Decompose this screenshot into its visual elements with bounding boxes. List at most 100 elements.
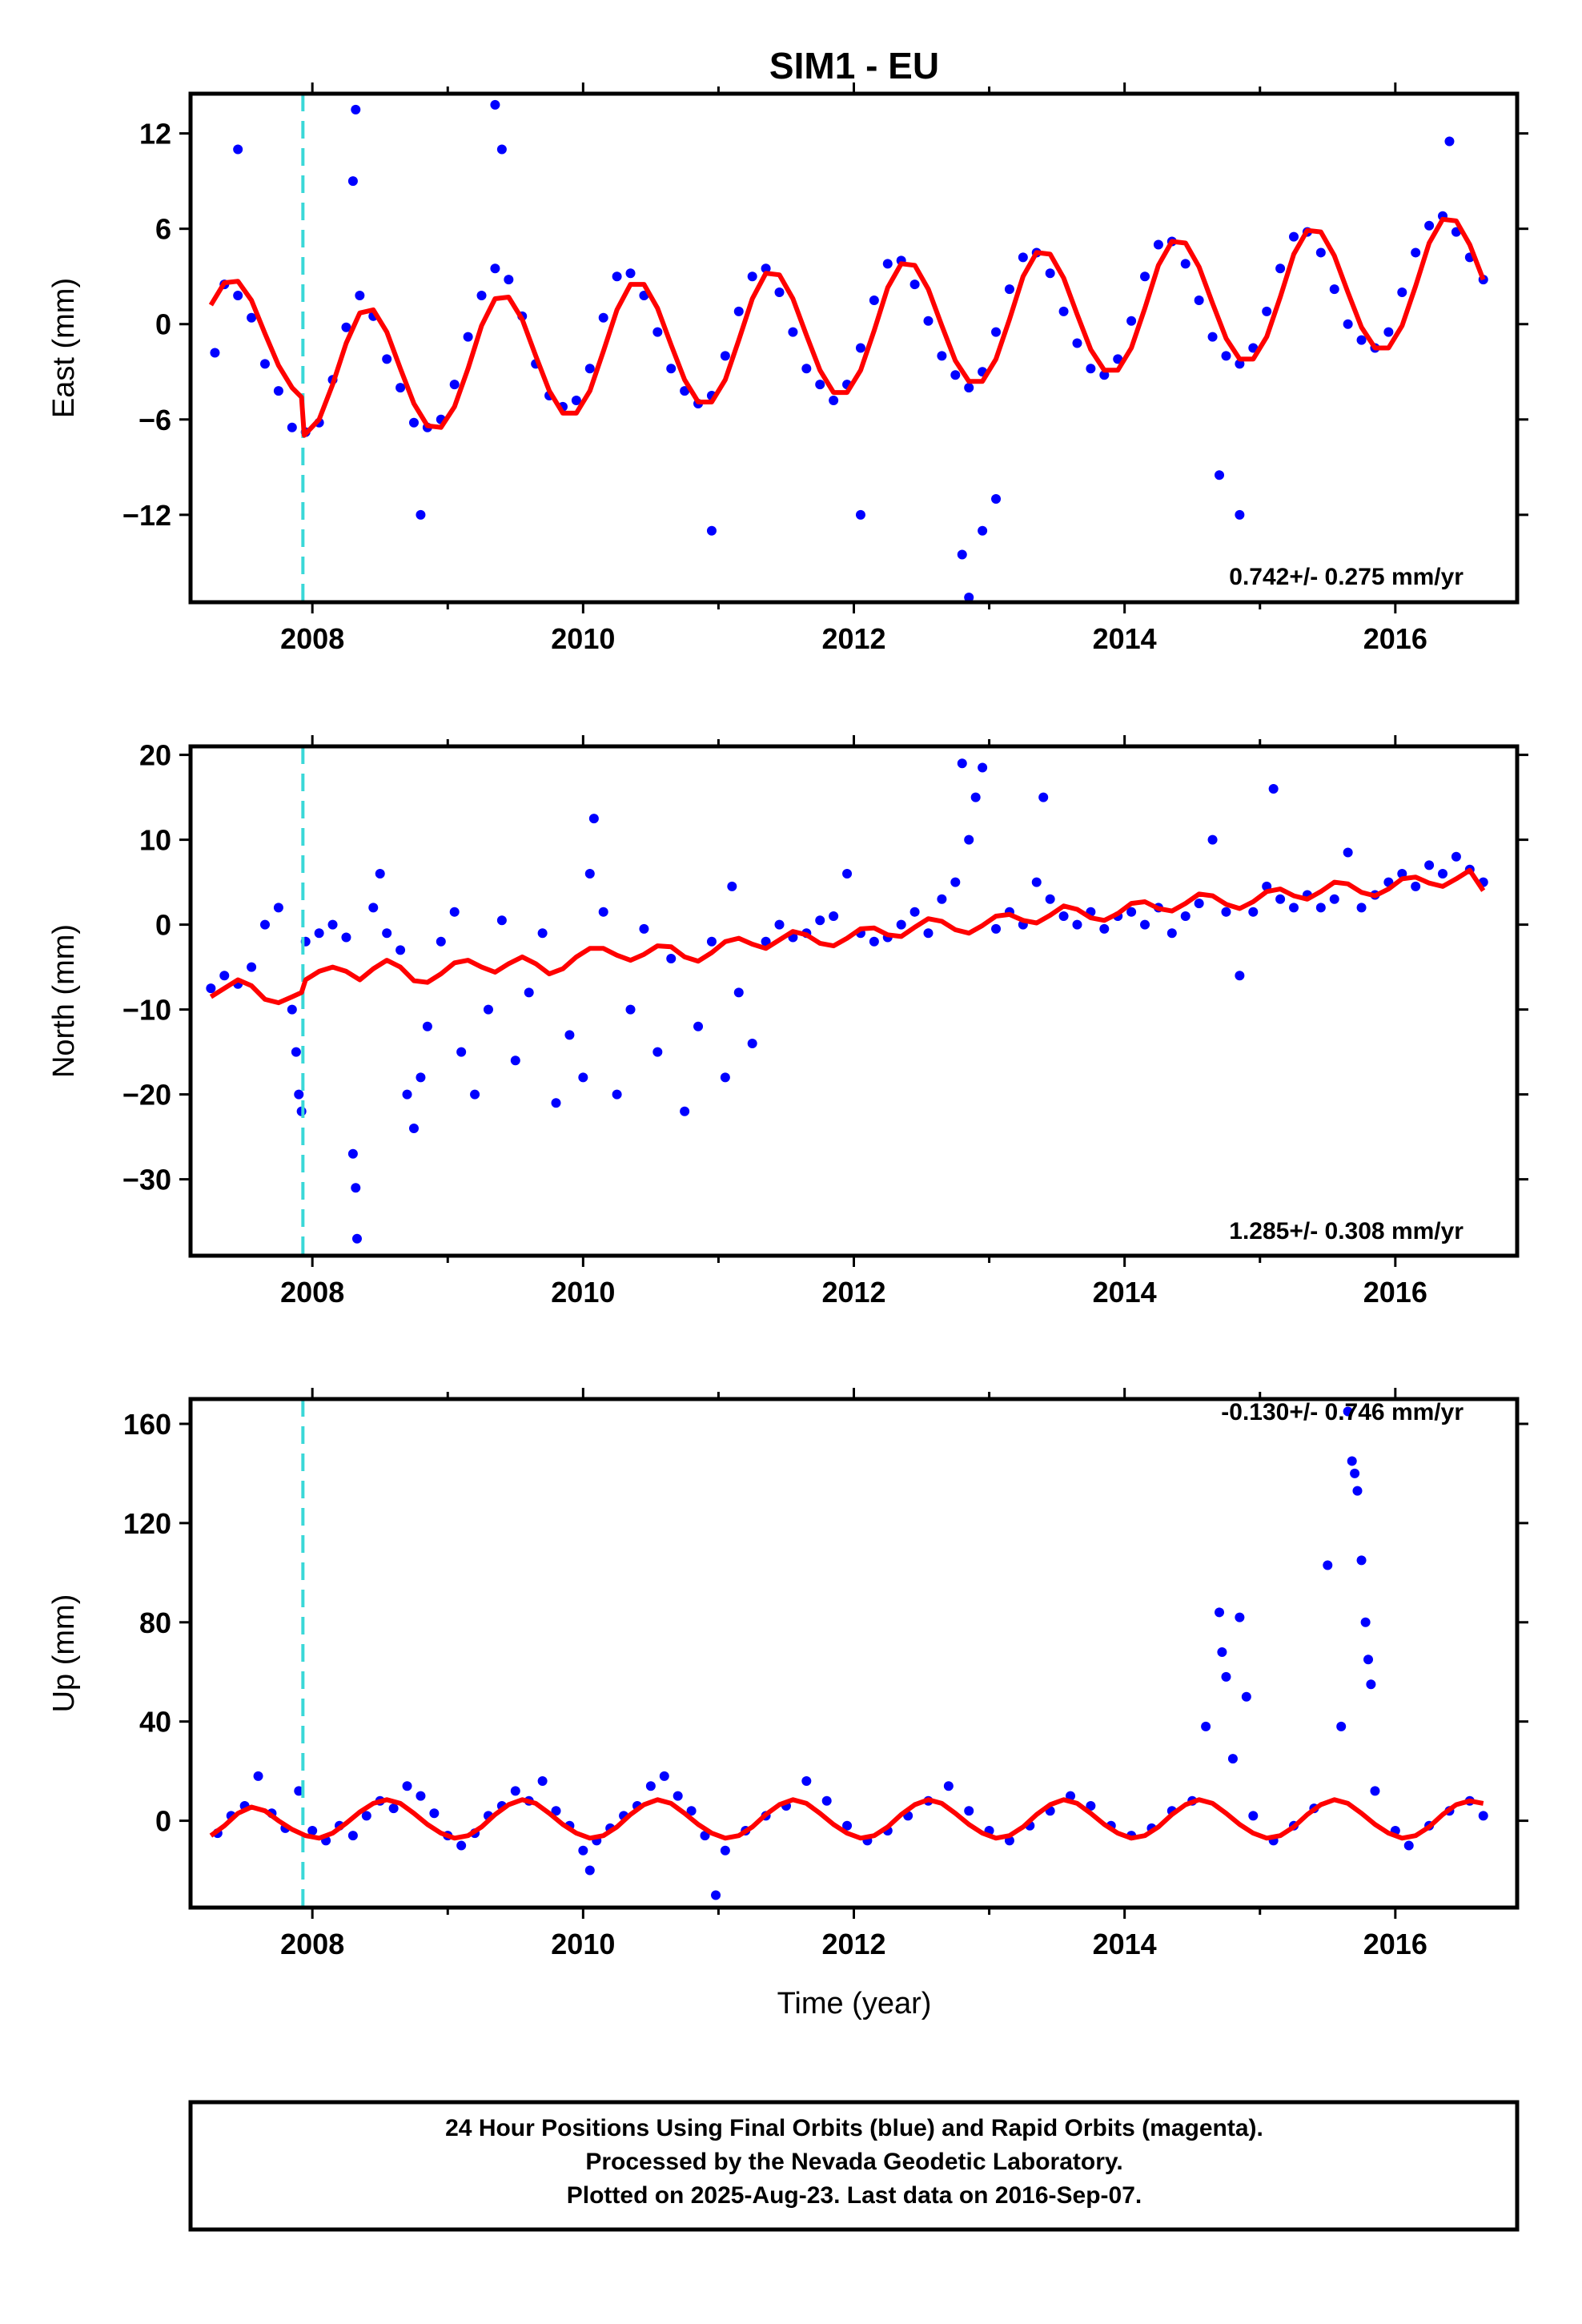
data-point xyxy=(1031,877,1042,887)
y-tick-label: 0 xyxy=(155,1805,171,1838)
data-point xyxy=(1153,239,1163,250)
data-point xyxy=(733,987,744,998)
y-tick-label: −6 xyxy=(139,404,171,436)
data-point xyxy=(510,1055,520,1066)
x-tick-label: 2014 xyxy=(1093,622,1157,655)
data-point xyxy=(612,271,622,282)
data-point xyxy=(909,907,920,917)
data-point xyxy=(571,395,581,405)
data-point xyxy=(991,494,1002,505)
data-point xyxy=(368,903,379,913)
data-point xyxy=(1356,335,1367,345)
note-line-1: 24 Hour Positions Using Final Orbits (bl… xyxy=(445,2115,1263,2141)
data-point xyxy=(815,915,825,926)
data-point xyxy=(273,386,283,396)
data-point xyxy=(1235,971,1245,981)
data-point xyxy=(1366,1679,1376,1690)
data-point xyxy=(1058,306,1069,316)
data-point xyxy=(706,525,717,536)
data-point xyxy=(711,1890,721,1900)
data-point xyxy=(747,271,757,282)
data-point xyxy=(680,386,690,396)
x-tick-label: 2010 xyxy=(551,1276,615,1309)
data-point xyxy=(253,1771,263,1781)
data-point xyxy=(970,792,981,802)
data-point xyxy=(351,1233,362,1244)
data-point xyxy=(991,327,1002,337)
data-point xyxy=(1336,1721,1347,1731)
data-point xyxy=(680,1106,690,1116)
x-tick-label: 2008 xyxy=(280,1276,344,1309)
data-point xyxy=(351,104,361,115)
data-point xyxy=(347,176,358,187)
data-point xyxy=(476,291,487,301)
data-point xyxy=(504,275,514,285)
plot-frame xyxy=(188,1397,1520,1910)
x-tick-label: 2012 xyxy=(821,622,885,655)
data-point xyxy=(396,945,406,955)
data-point xyxy=(1113,354,1123,364)
data-point xyxy=(1215,470,1225,480)
data-point xyxy=(1140,271,1150,282)
data-point xyxy=(422,1021,432,1031)
velocity-label: 0.742+/- 0.275 mm/yr xyxy=(1229,564,1464,590)
data-point xyxy=(652,327,663,337)
data-point xyxy=(233,291,243,301)
fit-curve xyxy=(209,1797,1484,1841)
data-point xyxy=(510,1786,520,1796)
y-tick-label: 20 xyxy=(139,739,171,772)
data-point xyxy=(747,1039,757,1048)
y-axis-label: North (mm) xyxy=(47,924,81,1078)
note-line-2: Processed by the Nevada Geodetic Laborat… xyxy=(585,2149,1122,2175)
fit-curve xyxy=(209,867,1486,1006)
data-point xyxy=(588,814,599,824)
data-point xyxy=(645,1781,656,1791)
data-point xyxy=(408,417,419,428)
data-point xyxy=(652,1047,663,1057)
data-point xyxy=(551,1098,561,1108)
data-point xyxy=(923,316,934,326)
data-point xyxy=(829,911,839,921)
data-point xyxy=(1383,327,1394,337)
data-point xyxy=(307,1825,318,1835)
data-point xyxy=(855,343,865,353)
data-point xyxy=(1315,247,1326,258)
data-point xyxy=(1444,136,1455,147)
data-point xyxy=(1275,263,1286,274)
x-tick-label: 2008 xyxy=(280,1928,344,1960)
data-point xyxy=(774,287,785,298)
processing-note-box: 24 Hour Positions Using Final Orbits (bl… xyxy=(188,2100,1520,2232)
data-point xyxy=(1262,306,1272,316)
data-point xyxy=(1207,834,1218,845)
data-point xyxy=(1180,259,1191,269)
data-point xyxy=(524,987,534,998)
data-point xyxy=(1360,1617,1371,1627)
data-point xyxy=(537,1776,548,1787)
up-panel: 0 40 80 120 160 2008 2010 2012 2014 2016 Up (mm) -0… xyxy=(47,1388,1528,1960)
data-point xyxy=(686,1806,697,1816)
data-point xyxy=(1235,1612,1245,1622)
y-tick-label: −20 xyxy=(122,1079,171,1112)
y-tick-label: 160 xyxy=(123,1408,171,1441)
data-point xyxy=(388,1803,399,1814)
data-point xyxy=(327,919,338,930)
data-point xyxy=(943,1781,954,1791)
data-point xyxy=(551,1806,561,1816)
data-point xyxy=(1126,907,1137,917)
y-tick-label: 10 xyxy=(139,824,171,857)
data-point xyxy=(402,1781,412,1791)
data-point xyxy=(259,919,270,930)
data-point xyxy=(314,928,324,939)
data-point xyxy=(1363,1655,1374,1665)
data-point xyxy=(375,869,385,879)
data-point xyxy=(1411,881,1421,891)
data-point xyxy=(416,509,426,520)
data-point xyxy=(347,1148,358,1159)
data-point xyxy=(456,1840,467,1851)
x-tick-label: 2014 xyxy=(1093,1928,1157,1960)
note-frame xyxy=(188,2100,1520,2232)
data-point xyxy=(761,263,771,274)
data-point xyxy=(1241,1691,1251,1702)
data-point xyxy=(1424,860,1435,870)
data-point xyxy=(842,1820,853,1831)
